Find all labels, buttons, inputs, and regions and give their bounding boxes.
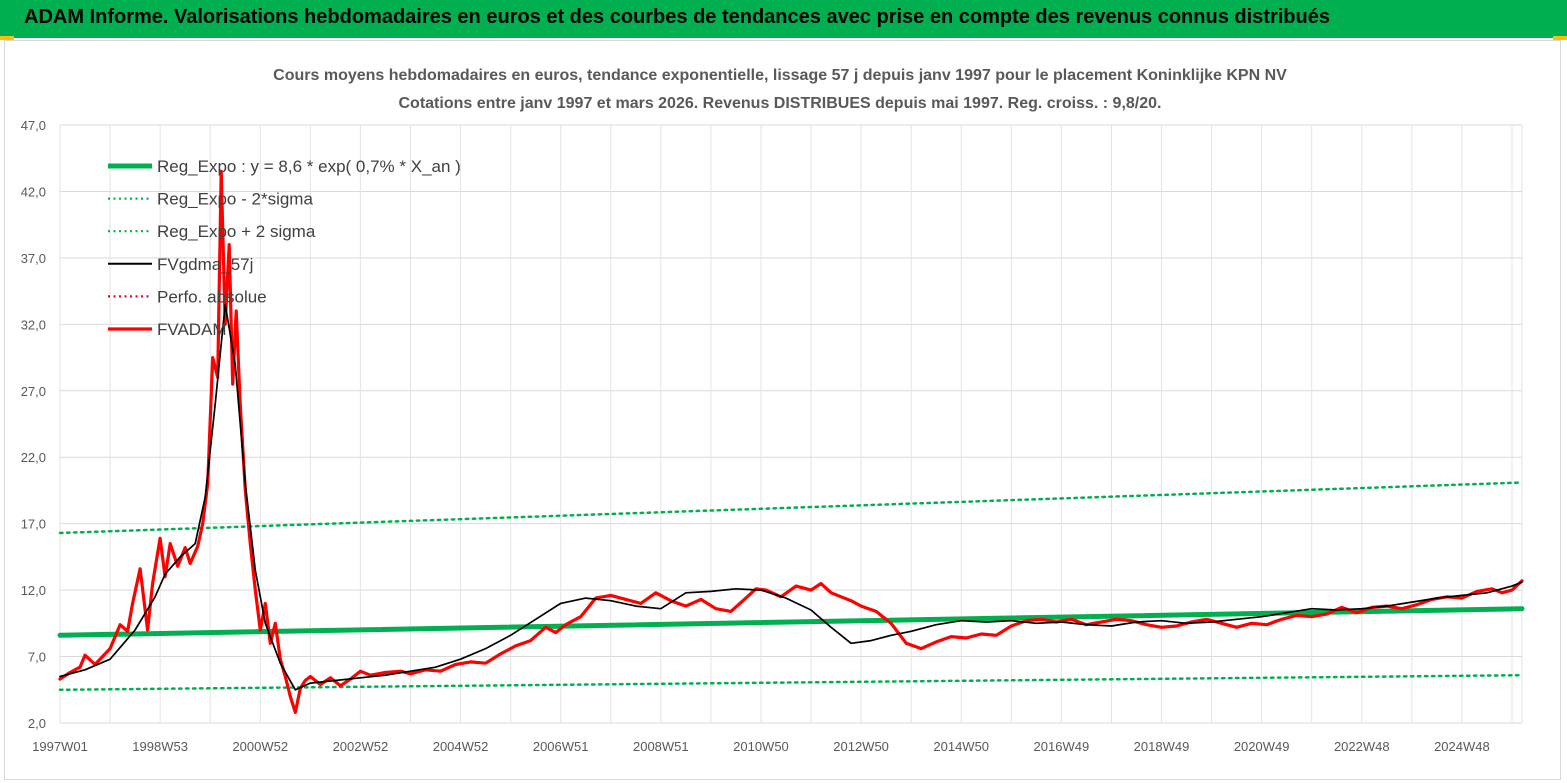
chart-subtitle: Cotations entre janv 1997 et mars 2026. … [399,95,1162,112]
x-tick-label: 2008W51 [633,739,689,754]
legend-entry-label: Perfo. absolue [157,287,267,306]
series-group [57,169,1525,715]
y-tick-label: 22,0 [21,450,46,465]
legend-entry-label: Reg_Expo : y = 8,6 * exp( 0,7% * X_an ) [157,157,461,176]
chart-frame [4,40,1561,780]
x-tick-label: 2004W52 [433,739,489,754]
series-line-fvadam [58,169,1524,715]
y-axis-ticks: 2,0 7,0 12,0 17,0 22,0 27,0 32,0 37,0 42,0 47,0 [21,118,46,731]
x-tick-label: 2016W49 [1034,739,1090,754]
legend-entry-label: Reg_Expo + 2 sigma [157,222,316,241]
series-line-reg-expo-y-8-6-exp-0-7-x-an [57,606,1525,638]
x-tick-label: 2010W50 [733,739,789,754]
x-tick-label: 2012W50 [833,739,889,754]
chart-title: Cours moyens hebdomadaires en euros, ten… [273,67,1287,84]
y-tick-label: 17,0 [21,517,46,532]
corner-accent-right [1553,36,1567,40]
series-line-reg-expo-2-sigma [58,481,1524,535]
x-tick-label: 1997W01 [32,739,88,754]
x-tick-label: 2018W49 [1134,739,1190,754]
legend-entry-label: FVgdma_57j [157,255,253,274]
x-tick-label: 2006W51 [533,739,589,754]
legend-entry-label: FVADAM [157,320,227,339]
y-tick-label: 7,0 [28,650,46,665]
x-tick-label: 2024W48 [1434,739,1490,754]
x-tick-label: 1998W53 [132,739,188,754]
x-tick-label: 2014W50 [933,739,989,754]
y-tick-label: 2,0 [28,716,46,731]
x-tick-label: 2020W49 [1234,739,1290,754]
legend-entry-label: Reg_Expo - 2*sigma [157,190,313,209]
y-tick-label: 32,0 [21,317,46,332]
x-tick-label: 2000W52 [232,739,288,754]
grid-lines [59,124,1523,724]
y-tick-label: 37,0 [21,251,46,266]
series-line-reg-expo-2-sigma [58,673,1524,692]
y-tick-label: 12,0 [21,583,46,598]
x-axis-ticks: 1997W01 1998W53 2000W52 2002W52 2004W52 2006W… [32,739,1490,754]
x-tick-label: 2002W52 [333,739,389,754]
corner-accent-left [0,36,14,40]
series-line-fvgdma-57j [59,303,1523,691]
legend: Reg_Expo : y = 8,6 * exp( 0,7% * X_an ) R… [108,157,461,339]
header-banner: ADAM Informe. Valorisations hebdomadaire… [0,0,1567,38]
y-tick-label: 27,0 [21,384,46,399]
x-tick-label: 2022W48 [1334,739,1390,754]
y-tick-label: 42,0 [21,184,46,199]
banner-title: ADAM Informe. Valorisations hebdomadaire… [24,6,1330,28]
y-tick-label: 47,0 [21,118,46,133]
